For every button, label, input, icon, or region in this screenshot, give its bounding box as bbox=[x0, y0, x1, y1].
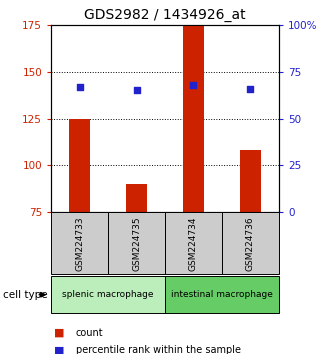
Bar bbox=[165, 276, 279, 313]
Point bbox=[77, 84, 82, 90]
Bar bbox=[222, 212, 279, 274]
Text: ■: ■ bbox=[54, 328, 65, 338]
Bar bbox=[126, 184, 148, 212]
Text: count: count bbox=[76, 328, 104, 338]
Text: GSM224733: GSM224733 bbox=[75, 216, 84, 271]
Bar bbox=[182, 25, 204, 212]
Bar bbox=[240, 150, 261, 212]
Bar bbox=[51, 212, 108, 274]
Point bbox=[191, 82, 196, 88]
Bar bbox=[165, 212, 222, 274]
Text: splenic macrophage: splenic macrophage bbox=[62, 290, 154, 299]
Bar bbox=[69, 119, 90, 212]
Text: GSM224735: GSM224735 bbox=[132, 216, 141, 271]
Point bbox=[248, 86, 253, 91]
Text: GSM224734: GSM224734 bbox=[189, 216, 198, 270]
Text: cell type: cell type bbox=[3, 290, 48, 300]
Point bbox=[134, 87, 139, 93]
Text: percentile rank within the sample: percentile rank within the sample bbox=[76, 346, 241, 354]
Text: GSM224736: GSM224736 bbox=[246, 216, 255, 271]
Title: GDS2982 / 1434926_at: GDS2982 / 1434926_at bbox=[84, 8, 246, 22]
Bar bbox=[51, 276, 165, 313]
Bar bbox=[108, 212, 165, 274]
Text: intestinal macrophage: intestinal macrophage bbox=[171, 290, 273, 299]
Text: ■: ■ bbox=[54, 346, 65, 354]
